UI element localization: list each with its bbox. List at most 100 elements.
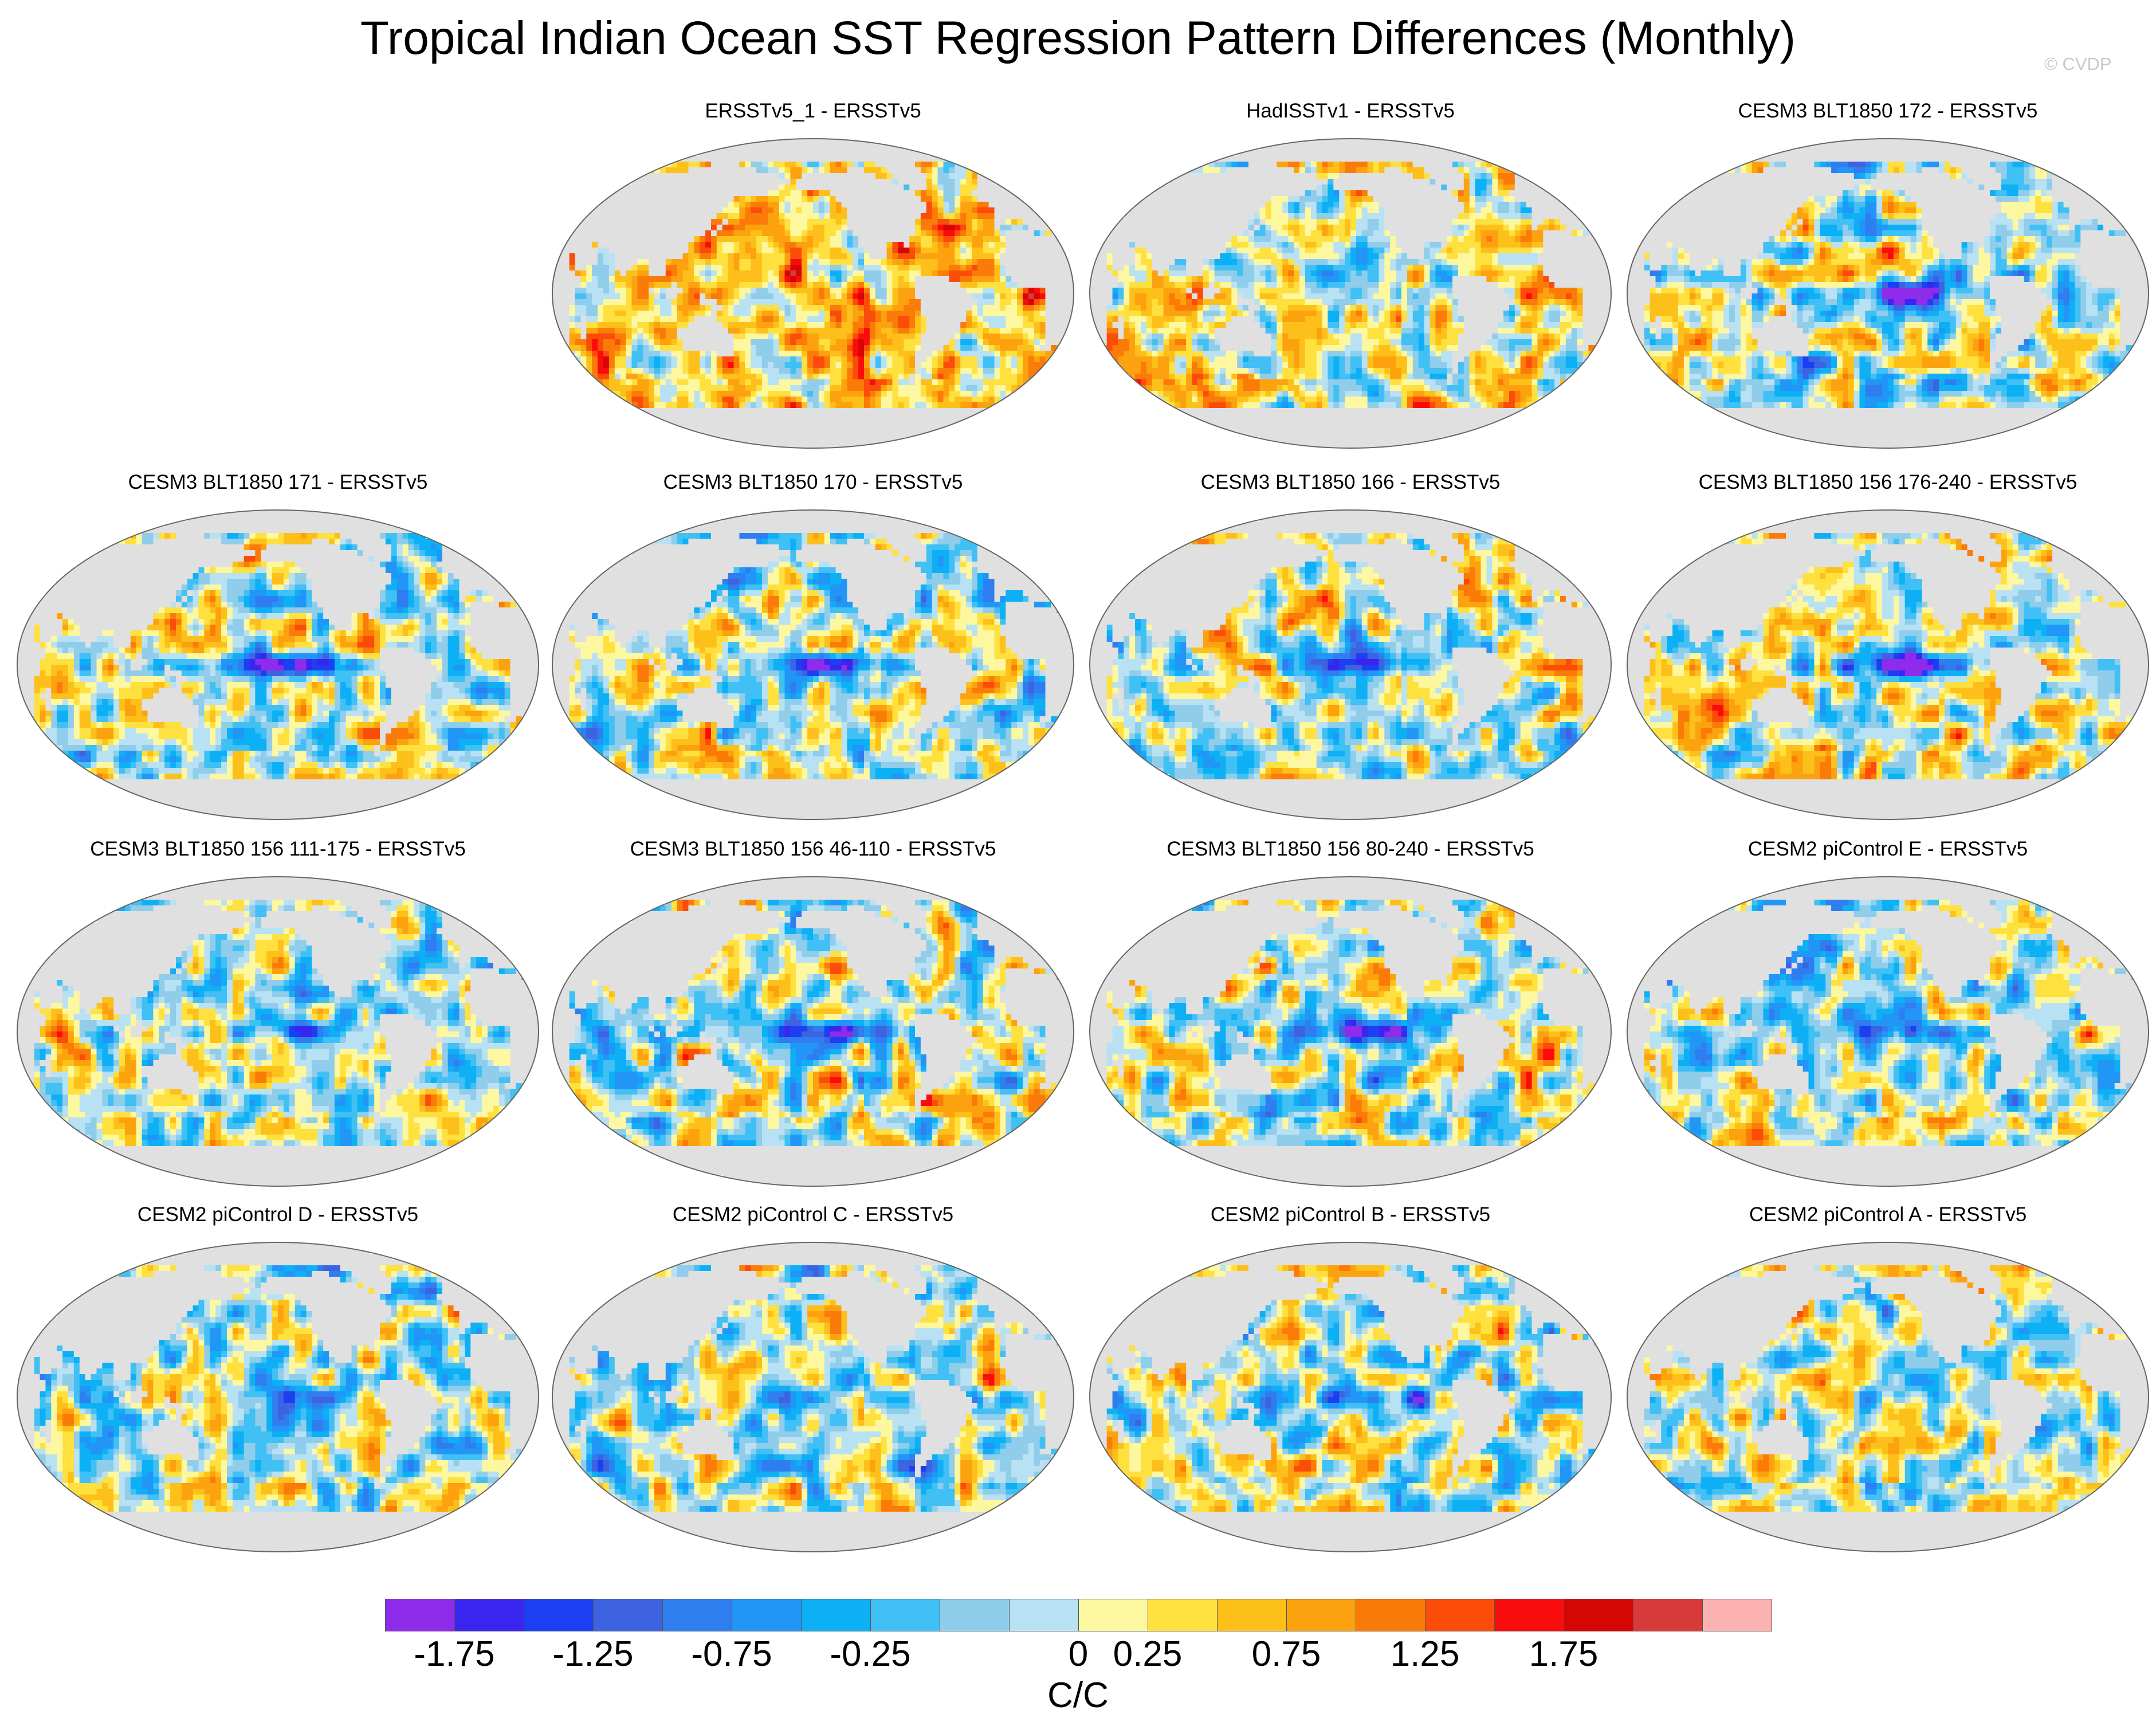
sst-field [1627,510,2149,819]
map-panel: CESM2 piControl E - ERSSTv5 [1620,837,2155,1203]
sst-map [1627,138,2149,449]
colorbar-swatch [1286,1599,1356,1631]
colorbar-tick-label: -0.25 [830,1633,910,1676]
sst-map [1627,1242,2149,1552]
colorbar-swatch [1564,1599,1633,1631]
sst-field [1090,139,1611,448]
map-panel-title: CESM3 BLT1850 156 176-240 - ERSSTv5 [1620,470,2155,495]
figure-title: Tropical Indian Ocean SST Regression Pat… [0,7,2156,70]
map-border [1627,509,2149,820]
colorbar-swatch [1217,1599,1287,1631]
map-border [1089,1242,1612,1552]
sst-map [17,876,539,1187]
sst-map [1627,509,2149,820]
colorbar-swatch [1356,1599,1425,1631]
colorbar-swatch [1148,1599,1218,1631]
map-panel-title: CESM3 BLT1850 156 111-175 - ERSSTv5 [10,837,545,862]
sst-map [552,1242,1074,1552]
colorbar-tick-label: -1.75 [414,1633,494,1676]
sst-field [552,877,1074,1186]
map-border [552,138,1074,449]
map-panel-title: CESM2 piControl E - ERSSTv5 [1620,837,2155,862]
colorbar-swatch [1009,1599,1079,1631]
map-border [17,876,539,1187]
map-border [552,509,1074,820]
colorbar-swatch [454,1599,524,1631]
map-border [1627,876,2149,1187]
map-panel-title: CESM2 piControl D - ERSSTv5 [10,1202,545,1227]
sst-map [1627,876,2149,1187]
colorbar-swatch [940,1599,1010,1631]
colorbar-tick-label: 1.25 [1391,1633,1460,1676]
map-panel: CESM3 BLT1850 156 46-110 - ERSSTv5 [545,837,1081,1203]
sst-field [1090,510,1611,819]
map-panel: CESM2 piControl D - ERSSTv5 [10,1202,545,1569]
colorbar-swatch [662,1599,732,1631]
sst-field [552,139,1074,448]
map-border [1089,876,1612,1187]
map-border [1627,1242,2149,1552]
sst-map [552,509,1074,820]
sst-map [1089,509,1612,820]
colorbar-swatch [801,1599,871,1631]
sst-map [552,138,1074,449]
sst-field [1627,139,2149,448]
colorbar-swatch [593,1599,663,1631]
map-panel: CESM3 BLT1850 172 - ERSSTv5 [1620,99,2155,465]
sst-map [17,1242,539,1552]
colorbar-swatch [385,1599,455,1631]
sst-map [552,876,1074,1187]
map-panel-title: CESM2 piControl A - ERSSTv5 [1620,1202,2155,1227]
map-panel: CESM2 piControl B - ERSSTv5 [1083,1202,1618,1569]
colorbar-swatch [732,1599,802,1631]
map-panel-title: CESM2 piControl C - ERSSTv5 [545,1202,1081,1227]
map-panel-title: CESM3 BLT1850 171 - ERSSTv5 [10,470,545,495]
sst-field [1090,1242,1611,1552]
map-panel: CESM3 BLT1850 156 176-240 - ERSSTv5 [1620,470,2155,837]
map-border [552,1242,1074,1552]
sst-field [1627,1242,2149,1552]
sst-field [1627,877,2149,1186]
sst-map [17,509,539,820]
map-panel: CESM3 BLT1850 170 - ERSSTv5 [545,470,1081,837]
map-border [1089,138,1612,449]
colorbar-tick-label: 0.75 [1252,1633,1321,1676]
map-border [1089,509,1612,820]
map-border [1627,138,2149,449]
map-panel: CESM2 piControl A - ERSSTv5 [1620,1202,2155,1569]
map-panel-title: CESM3 BLT1850 156 80-240 - ERSSTv5 [1083,837,1618,862]
map-panel: CESM3 BLT1850 166 - ERSSTv5 [1083,470,1618,837]
colorbar-swatch [1425,1599,1495,1631]
colorbar-swatch [1702,1599,1772,1631]
sst-map [1089,876,1612,1187]
map-panel-title: CESM3 BLT1850 166 - ERSSTv5 [1083,470,1618,495]
sst-map [1089,1242,1612,1552]
colorbar-swatch [524,1599,594,1631]
colorbar-tick-label: 0.25 [1113,1633,1183,1676]
copyright-notice: © CVDP [2044,54,2112,74]
map-panel: CESM3 BLT1850 156 111-175 - ERSSTv5 [10,837,545,1203]
map-panel: ERSSTv5_1 - ERSSTv5 [545,99,1081,465]
sst-field [552,1242,1074,1552]
map-panel-title: HadISSTv1 - ERSSTv5 [1083,99,1618,124]
colorbar-swatch [870,1599,940,1631]
map-panel-title: CESM3 BLT1850 172 - ERSSTv5 [1620,99,2155,124]
colorbar-tick-label: -0.75 [691,1633,772,1676]
sst-field [17,1242,539,1552]
map-panel: CESM3 BLT1850 156 80-240 - ERSSTv5 [1083,837,1618,1203]
colorbar-swatch [1633,1599,1703,1631]
sst-field [552,510,1074,819]
map-panel-title: CESM3 BLT1850 170 - ERSSTv5 [545,470,1081,495]
colorbar-tick-label: 0 [1069,1633,1088,1676]
sst-field [1090,877,1611,1186]
map-panel-title: ERSSTv5_1 - ERSSTv5 [545,99,1081,124]
map-panel-title: CESM3 BLT1850 156 46-110 - ERSSTv5 [545,837,1081,862]
map-border [17,1242,539,1552]
colorbar-tick-label: 1.75 [1529,1633,1599,1676]
colorbar-swatch [1078,1599,1148,1631]
colorbar-units: C/C [0,1674,2156,1717]
map-panel: HadISSTv1 - ERSSTv5 [1083,99,1618,465]
sst-field [17,510,539,819]
map-panel: CESM2 piControl C - ERSSTv5 [545,1202,1081,1569]
map-border [552,876,1074,1187]
